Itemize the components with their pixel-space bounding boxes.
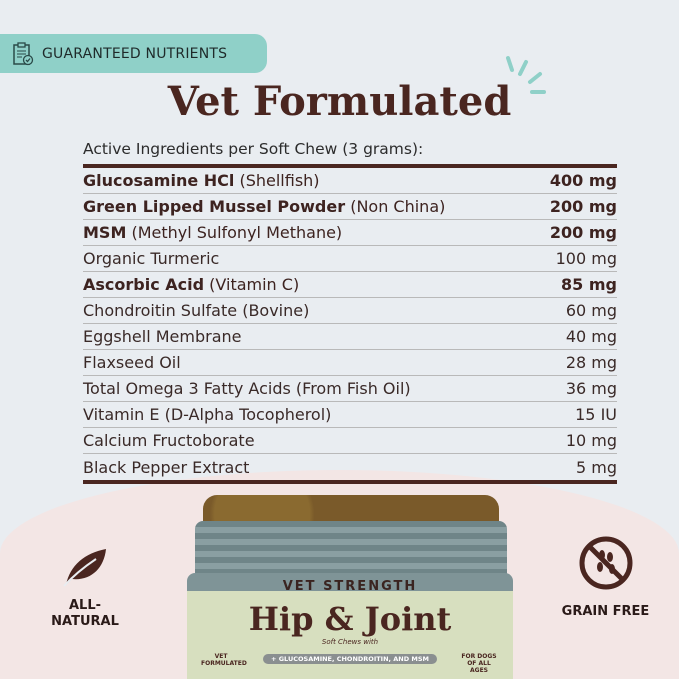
ingredient-name-text: Chondroitin Sulfate [83, 301, 238, 320]
ingredient-amount: 10 mg [565, 431, 617, 450]
ingredient-qualifier: (D-Alpha Tocopherol) [159, 405, 332, 424]
leaf-icon [63, 549, 106, 587]
grain-free-label: GRAIN FREE [561, 604, 650, 619]
clipboard-check-icon [13, 41, 34, 65]
jar-rim [187, 573, 513, 593]
badge-label: GUARANTEED NUTRIENTS [42, 45, 228, 62]
ingredient-name: Calcium Fructoborate [83, 431, 255, 450]
ingredient-name-text: Glucosamine HCl [83, 171, 235, 190]
all-natural-label: ALL- NATURAL [51, 598, 119, 629]
ingredient-amount: 60 mg [565, 301, 617, 320]
jar-label: VET STRENGTH Hip & Joint Soft Chews with… [187, 579, 513, 679]
ingredient-amount: 40 mg [565, 327, 617, 346]
guaranteed-nutrients-badge: GUARANTEED NUTRIENTS [0, 34, 267, 73]
jar-product-name: Hip & Joint [248, 600, 452, 638]
ingredient-row: Green Lipped Mussel Powder (Non China) 20… [83, 194, 617, 220]
ingredient-qualifier: (Non China) [345, 197, 446, 216]
grain-free-badge: GRAIN FREE [558, 535, 653, 620]
product-jar: VET STRENGTH Hip & Joint Soft Chews with… [185, 495, 515, 679]
ingredient-qualifier: (Bovine) [237, 301, 310, 320]
ingredient-name: Organic Turmeric [83, 249, 219, 268]
ingredient-name-text: Organic Turmeric [83, 249, 220, 268]
ingredient-qualifier: (Shellfish) [234, 171, 320, 190]
jar-vet-formulated: VET FORMULATED [201, 653, 247, 667]
ingredient-name-text: Flaxseed Oil [83, 353, 181, 372]
jar-tagline: Soft Chews with [321, 638, 379, 646]
ingredient-amount: 200 mg [549, 223, 617, 242]
serving-subtitle: Active Ingredients per Soft Chew (3 gram… [83, 140, 424, 158]
jar-ingredients-pill: + GLUCOSAMINE, CHONDROITIN, AND MSM [262, 654, 438, 664]
ingredient-qualifier: (Methyl Sulfonyl Methane) [126, 223, 343, 242]
ingredient-amount: 28 mg [565, 353, 617, 372]
all-natural-badge: ALL- NATURAL [50, 545, 120, 630]
jar-lid [195, 521, 507, 581]
ingredient-name: MSM (Methyl Sulfonyl Methane) [83, 223, 342, 242]
page-title: Vet Formulated [167, 78, 512, 125]
ingredient-amount: 100 mg [555, 249, 617, 268]
ingredient-name: Glucosamine HCl (Shellfish) [83, 171, 320, 190]
ingredient-name: Total Omega 3 Fatty Acids (From Fish Oil… [83, 379, 411, 398]
ingredient-name-text: Vitamin E [83, 405, 160, 424]
ingredient-amount: 5 mg [575, 457, 617, 477]
ingredient-name-text: Green Lipped Mussel Powder [83, 197, 346, 216]
ingredient-name: Vitamin E (D-Alpha Tocopherol) [83, 405, 331, 424]
ingredient-name: Flaxseed Oil [83, 353, 181, 372]
ingredient-row: Total Omega 3 Fatty Acids (From Fish Oil… [83, 376, 617, 402]
ingredient-name-text: Eggshell Membrane [83, 327, 242, 346]
ingredient-qualifier: (Vitamin C) [204, 275, 300, 294]
ingredient-row: Flaxseed Oil 28 mg [83, 350, 617, 376]
ingredient-row: MSM (Methyl Sulfonyl Methane) 200 mg [83, 220, 617, 246]
ingredient-row: Eggshell Membrane 40 mg [83, 324, 617, 350]
ingredient-row: Vitamin E (D-Alpha Tocopherol) 15 IU [83, 402, 617, 428]
ingredient-row: Chondroitin Sulfate (Bovine) 60 mg [83, 298, 617, 324]
ingredient-name: Black Pepper Extract [83, 458, 249, 477]
ingredient-amount: 36 mg [565, 379, 617, 398]
ingredient-name: Chondroitin Sulfate (Bovine) [83, 301, 309, 320]
ingredient-name-text: Total Omega 3 Fatty Acids [83, 379, 291, 398]
ingredient-amount: 200 mg [549, 197, 617, 216]
ingredient-name-text: Calcium Fructoborate [83, 431, 255, 450]
ingredient-row: Ascorbic Acid (Vitamin C) 85 mg [83, 272, 617, 298]
ingredient-name: Eggshell Membrane [83, 327, 241, 346]
ingredient-name: Green Lipped Mussel Powder (Non China) [83, 197, 445, 216]
ingredients-table: Glucosamine HCl (Shellfish) 400 mg Green L… [83, 164, 617, 484]
ingredient-name: Ascorbic Acid (Vitamin C) [83, 275, 299, 294]
ingredient-amount: 15 IU [575, 405, 617, 424]
ingredient-row: Calcium Fructoborate 10 mg [83, 428, 617, 454]
ingredient-row: Organic Turmeric 100 mg [83, 246, 617, 272]
ingredient-row: Glucosamine HCl (Shellfish) 400 mg [83, 168, 617, 194]
ingredient-row: Black Pepper Extract 5 mg [83, 454, 617, 480]
ingredient-name-text: MSM [83, 223, 127, 242]
ingredient-name-text: Black Pepper Extract [83, 457, 250, 477]
ingredient-amount: 85 mg [561, 275, 617, 294]
no-grain-icon [579, 536, 632, 590]
jar-top-label: VET STRENGTH [282, 579, 418, 594]
ingredient-qualifier: (From Fish Oil) [290, 379, 411, 398]
ingredient-amount: 400 mg [549, 171, 617, 190]
jar-for-dogs: FOR DOGS OF ALL AGES [461, 653, 497, 674]
sparkle-decoration-icon [506, 56, 546, 94]
ingredient-name-text: Ascorbic Acid [83, 275, 205, 294]
